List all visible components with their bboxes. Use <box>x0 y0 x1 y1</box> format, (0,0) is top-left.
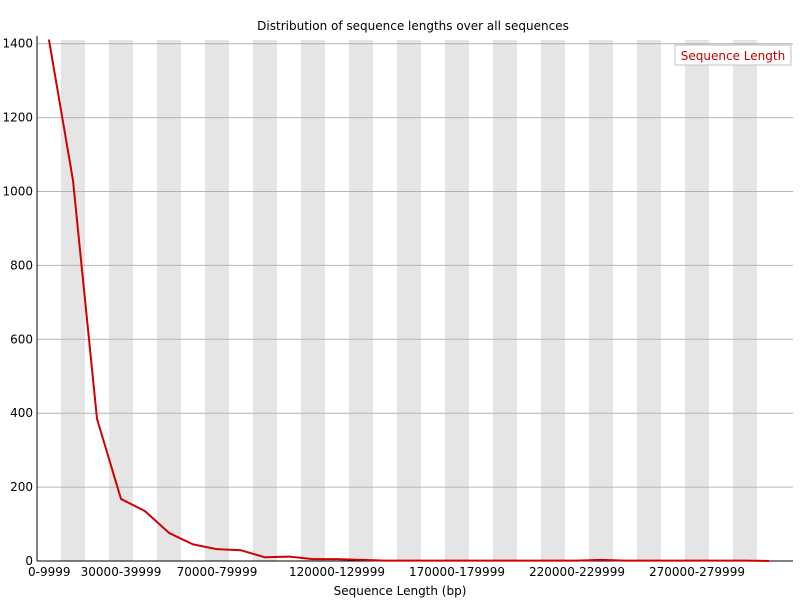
background-bands <box>61 40 757 561</box>
x-tick-label-17: 170000-179999 <box>409 565 505 579</box>
data-point-25 <box>648 559 650 562</box>
legend: Sequence Length <box>674 44 792 66</box>
y-axis-ticks: 0 200 400 600 800 1000 1200 1400 <box>2 37 33 568</box>
data-point-13 <box>360 559 362 561</box>
data-point-21 <box>552 559 554 562</box>
band-19 <box>493 40 517 561</box>
x-tick-label-3: 30000-39999 <box>81 565 162 579</box>
x-tick-label-12: 120000-129999 <box>289 565 385 579</box>
band-27 <box>685 40 709 561</box>
data-point-18 <box>480 559 482 562</box>
data-point-5 <box>168 532 170 534</box>
data-point-27 <box>696 559 698 562</box>
y-tick-label-0: 0 <box>25 554 33 568</box>
data-point-11 <box>312 558 314 560</box>
y-tick-label-200: 200 <box>10 480 33 494</box>
data-point-7 <box>216 548 218 550</box>
data-point-30 <box>768 560 770 562</box>
data-point-28 <box>720 559 722 562</box>
band-17 <box>445 40 469 561</box>
data-point-9 <box>264 556 266 559</box>
band-5 <box>157 40 181 561</box>
data-point-23 <box>600 559 602 561</box>
data-point-6 <box>192 543 194 546</box>
band-9 <box>253 40 277 561</box>
data-point-22 <box>576 559 578 562</box>
x-tick-label-0: 0-9999 <box>28 565 71 579</box>
band-21 <box>541 40 565 561</box>
y-tick-label-800: 800 <box>10 258 33 272</box>
data-point-17 <box>456 559 458 562</box>
y-tick-label-400: 400 <box>10 406 33 420</box>
band-29 <box>733 40 757 561</box>
x-tick-label-7: 70000-79999 <box>177 565 258 579</box>
band-15 <box>397 40 421 561</box>
x-axis-label: Sequence Length (bp) <box>334 584 467 598</box>
data-point-12 <box>336 558 338 560</box>
legend-label: Sequence Length <box>681 49 785 63</box>
gridlines <box>37 43 793 488</box>
data-point-16 <box>432 559 434 562</box>
legend-box <box>674 44 792 66</box>
data-point-1 <box>72 179 74 182</box>
band-23 <box>589 40 613 561</box>
y-tick-label-600: 600 <box>10 332 33 346</box>
data-point-14 <box>384 559 386 562</box>
x-axis-ticks: 0-9999 30000-39999 70000-79999 120000-12999… <box>28 565 745 579</box>
x-tick-label-22: 220000-229999 <box>529 565 625 579</box>
data-point-3 <box>120 498 122 500</box>
data-point-24 <box>624 559 626 562</box>
y-tick-label-1000: 1000 <box>2 184 33 198</box>
band-1 <box>61 40 85 561</box>
y-tick-label-1400: 1400 <box>2 37 33 51</box>
band-7 <box>205 40 229 561</box>
data-point-19 <box>504 559 506 562</box>
series-group <box>48 39 770 562</box>
data-point-15 <box>408 559 410 562</box>
band-13 <box>349 40 373 561</box>
data-point-29 <box>744 559 746 562</box>
data-point-0 <box>48 39 50 41</box>
chart-title: Distribution of sequence lengths over al… <box>257 19 569 33</box>
data-point-2 <box>96 417 98 420</box>
data-point-4 <box>144 510 146 512</box>
x-tick-label-27: 270000-279999 <box>649 565 745 579</box>
band-25 <box>637 40 661 561</box>
band-3 <box>109 40 133 561</box>
y-tick-label-1200: 1200 <box>2 111 33 125</box>
data-point-26 <box>672 559 674 562</box>
data-point-20 <box>528 559 530 562</box>
data-point-10 <box>288 555 290 558</box>
band-11 <box>301 40 325 561</box>
data-point-8 <box>240 549 242 552</box>
